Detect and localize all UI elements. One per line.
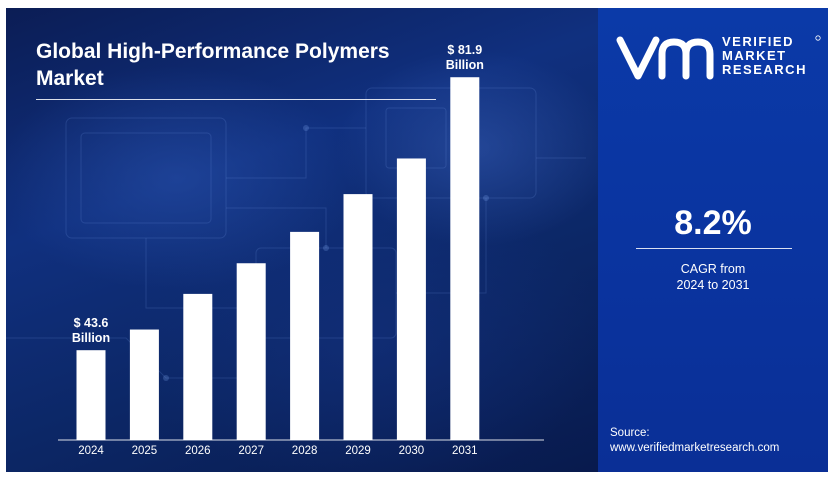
title-divider [36,99,436,100]
brand-line-1: VERIFIED [722,34,794,49]
data-label-2031-line-1: $ 81.9 [447,43,482,57]
bar-chart: 2024 2025 2026 2027 2028 2029 2030 2031$ 43.6Bi… [58,43,544,457]
source-label: Source: [610,427,650,439]
brand-line-3: RESEARCH [722,62,807,77]
bar-2025 [129,329,159,440]
chart-panel: Global High-Performance Polymers Market … [6,8,598,472]
x-tick-label-2027: 2027 [238,445,264,457]
cagr-label: CAGR from 2024 to 2031 [598,261,828,293]
infographic-frame: Global High-Performance Polymers Market … [6,8,828,472]
x-tick-label-2031: 2031 [452,445,478,457]
bar-2031 [450,77,480,441]
cagr-label-line-2: 2024 to 2031 [676,278,750,292]
brand-name: VERIFIED MARKET RESEARCH [722,35,807,77]
chart-title: Global High-Performance Polymers Market [36,40,390,90]
bar-2030 [396,158,426,441]
vmr-logo-icon [616,35,821,80]
summary-panel: VERIFIED MARKET RESEARCH 8.2% CAGR from … [598,8,828,472]
bar-2029 [343,194,373,440]
data-label-2024-line-1: $ 43.6 [74,316,109,330]
bar-2024 [76,350,106,440]
data-label-2031-line-2: Billion [446,58,484,72]
x-tick-label-2025: 2025 [132,445,158,457]
x-tick-label-2026: 2026 [185,445,211,457]
source-note: Source: www.verifiedmarketresearch.com [610,426,779,456]
x-tick-label-2029: 2029 [345,445,371,457]
cagr-value: 8.2% [674,204,752,242]
x-tick-label-2024: 2024 [78,445,104,457]
brand-line-2: MARKET [722,48,787,63]
bar-2027 [236,263,266,440]
data-label-2024-line-2: Billion [72,331,110,345]
cagr-divider [636,248,792,249]
bar-2026 [183,293,213,440]
x-tick-label-2030: 2030 [399,445,425,457]
bar-2028 [290,231,320,440]
cagr-label-line-1: CAGR from [680,262,746,276]
source-url[interactable]: www.verifiedmarketresearch.com [610,442,780,454]
x-tick-label-2028: 2028 [292,445,318,457]
